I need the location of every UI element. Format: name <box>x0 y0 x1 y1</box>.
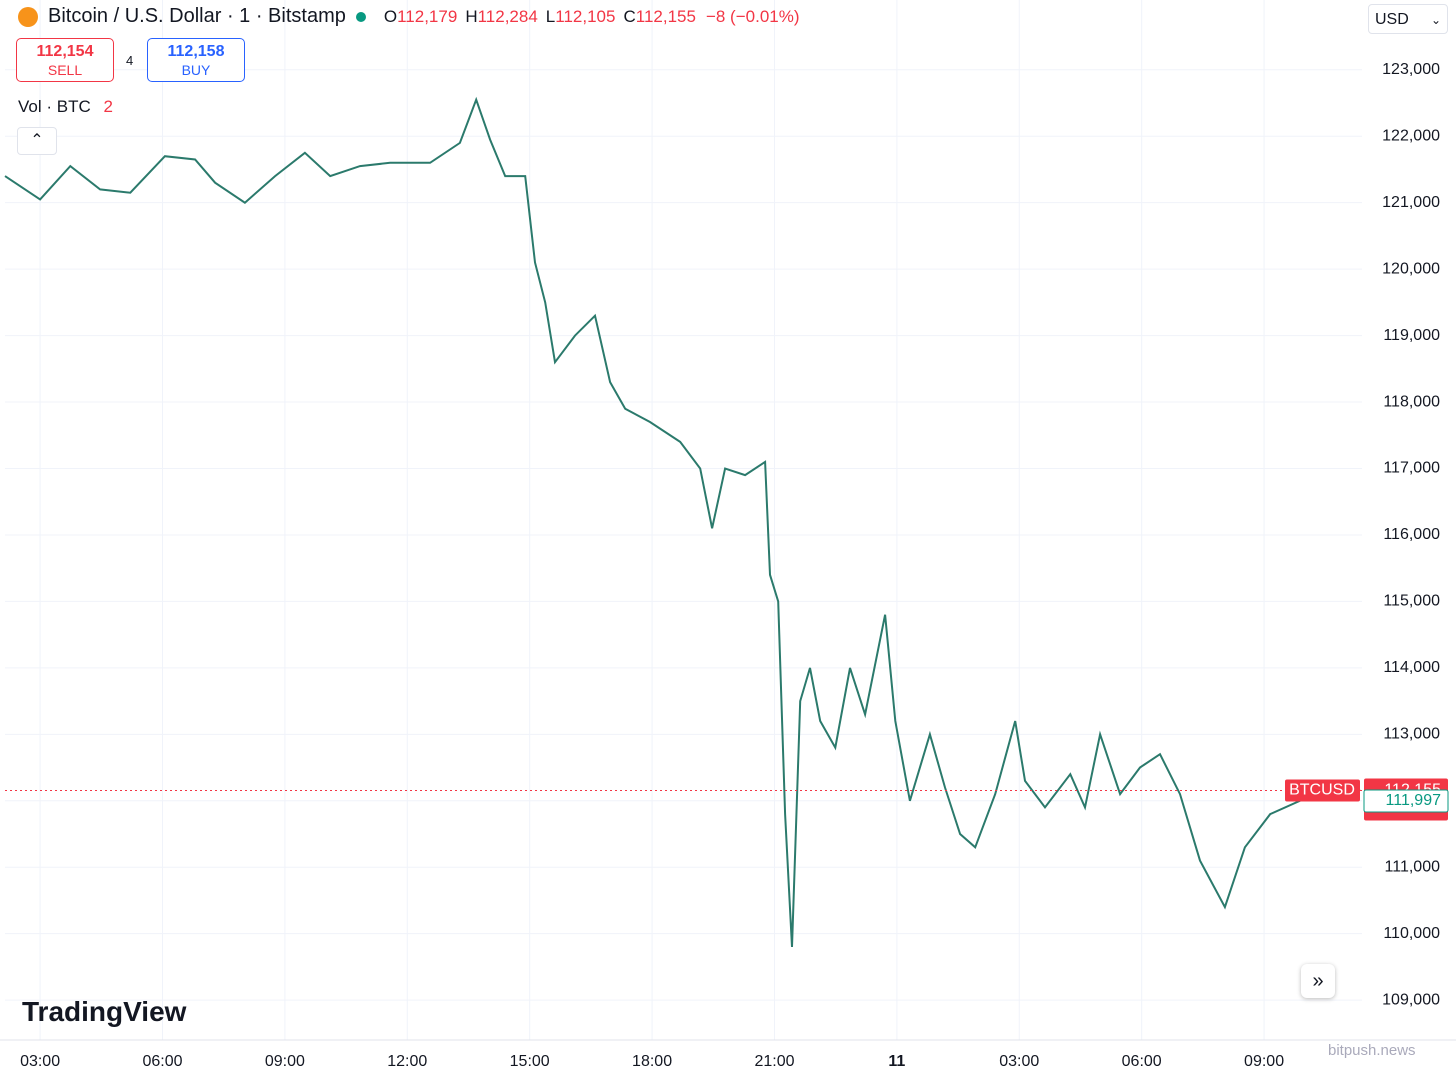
name-tag <box>1285 779 1360 802</box>
collapse-button[interactable]: ⌃ <box>17 127 57 155</box>
y-tick-label: 109,000 <box>1382 991 1440 1008</box>
volume-label: Vol · BTC <box>18 97 91 116</box>
y-tick-label: 118,000 <box>1383 393 1440 410</box>
y-tick-label: 113,000 <box>1383 726 1440 743</box>
symbol: Bitcoin / U.S. Dollar · 1 · Bitstamp <box>48 5 346 27</box>
y-tick-label: 111,000 <box>1385 858 1441 875</box>
change: −8 (−0.01%) <box>705 6 800 26</box>
ohlc-value: 112,155 <box>635 6 696 26</box>
ohlc-key: L <box>545 6 556 26</box>
ohlc-value: 112,284 <box>477 6 538 26</box>
price-scale-bg <box>1362 0 1456 1078</box>
y-tick-label: 122,000 <box>1382 127 1440 144</box>
x-tick-label: 06:00 <box>142 1053 182 1070</box>
y-tick-label: 115,000 <box>1383 593 1440 610</box>
sell-label: SELL <box>47 62 83 78</box>
ohlc-key: C <box>623 6 636 26</box>
legend: Bitcoin / U.S. Dollar · 1 · Bitstamp O11… <box>18 5 800 28</box>
x-tick-label: 21:00 <box>754 1053 794 1070</box>
x-tick-label: 03:00 <box>20 1053 60 1070</box>
y-tick-label: 110,000 <box>1383 925 1440 942</box>
ohlc: O112,179 H112,284 L112,105 C112,155 <box>376 7 696 27</box>
x-tick-label: 06:00 <box>1122 1053 1162 1070</box>
y-tick-label: 119,000 <box>1383 327 1440 344</box>
sell-button[interactable]: 112,154 SELL <box>16 38 114 82</box>
name-tag-text: BTCUSD <box>1289 782 1355 799</box>
x-tick-label: 09:00 <box>1244 1053 1284 1070</box>
currency-select[interactable]: USD ⌄ <box>1368 4 1448 34</box>
price-label: 111,997 <box>1386 792 1442 809</box>
coin-icon <box>18 6 38 27</box>
ohlc-key: O <box>383 6 398 26</box>
x-tick-label: 11 <box>888 1053 905 1070</box>
ohlc-value: 112,179 <box>397 6 458 26</box>
ohlc-key: H <box>465 6 478 26</box>
y-tick-label: 121,000 <box>1382 194 1440 211</box>
volume-count: 2 <box>103 97 113 116</box>
logo-text: TradingView <box>22 996 187 1027</box>
status-dot <box>355 11 366 22</box>
y-tick-label: 120,000 <box>1382 260 1440 277</box>
sell-price: 112,154 <box>36 43 94 60</box>
y-tick-label: 116,000 <box>1383 526 1440 543</box>
buy-button[interactable]: 112,158 BUY <box>147 38 245 82</box>
x-tick-label: 03:00 <box>999 1053 1039 1070</box>
watermark: bitpush.news <box>1328 1042 1416 1059</box>
scroll-button[interactable]: » <box>1301 964 1335 998</box>
x-tick-label: 18:00 <box>632 1053 672 1070</box>
currency: USD <box>1375 11 1409 28</box>
x-tick-label: 12:00 <box>387 1053 427 1070</box>
y-tick-label: 114,000 <box>1383 659 1440 676</box>
spread: 4 <box>126 53 134 68</box>
price-line <box>4 96 1361 948</box>
x-tick-label: 09:00 <box>265 1053 305 1070</box>
y-tick-label: 123,000 <box>1382 61 1440 78</box>
price-box <box>1363 789 1449 813</box>
ohlc-value: 112,105 <box>555 6 616 26</box>
logo: TradingView <box>22 996 186 1028</box>
buy-label: BUY <box>181 62 211 78</box>
y-tick-label: 117,000 <box>1383 460 1440 477</box>
x-tick-label: 15:00 <box>510 1053 550 1070</box>
buy-price: 112,158 <box>167 43 225 60</box>
volume-legend: Vol · BTC 2 <box>18 97 113 117</box>
